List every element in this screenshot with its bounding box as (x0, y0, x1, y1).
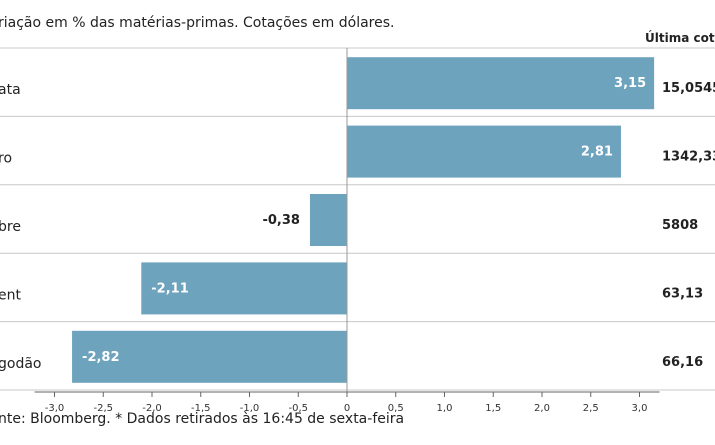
bar-3 (141, 262, 347, 315)
last-quote-1: 1342,33 (662, 150, 715, 165)
x-tick-label-0: -3,0 (45, 403, 65, 414)
value-label-3: -2,11 (151, 281, 188, 296)
x-tick-label-9: 1,5 (485, 403, 501, 414)
x-tick-label-1: -2,5 (93, 403, 113, 414)
last-quote-0: 15,0545 (662, 81, 715, 96)
value-label-2: -0,38 (262, 213, 299, 228)
x-tick-label-8: 1,0 (437, 403, 453, 414)
last-quote-4: 66,16 (662, 355, 703, 370)
bar-1 (347, 125, 621, 178)
x-tick-label-3: -1,5 (191, 403, 211, 414)
x-tick-label-12: 3,0 (632, 403, 648, 414)
x-tick-label-11: 2,5 (583, 403, 599, 414)
bar-4 (72, 330, 348, 383)
value-label-1: 2,81 (581, 145, 613, 160)
x-tick-label-10: 2,0 (534, 403, 550, 414)
source-note: nte: Bloomberg. * Dados retirados às 16:… (0, 411, 405, 427)
category-label-3: ent (0, 287, 21, 303)
last-quote-header: Última cotação (645, 31, 715, 45)
x-tick-label-7: 0,5 (388, 403, 404, 414)
value-label-0: 3,15 (614, 76, 646, 91)
category-label-4: godão (0, 356, 41, 372)
category-label-0: ata (0, 82, 21, 98)
bar-0 (347, 57, 655, 110)
x-tick-label-4: -1,0 (240, 403, 260, 414)
x-tick-label-2: -2,0 (142, 403, 162, 414)
chart-subtitle: riação em % das matérias-primas. Cotaçõe… (0, 15, 395, 31)
value-label-4: -2,82 (82, 350, 119, 365)
category-label-2: bre (0, 219, 21, 235)
last-quote-3: 63,13 (662, 286, 703, 301)
category-label-1: ro (0, 151, 12, 167)
x-tick-label-6: 0 (344, 403, 350, 414)
last-quote-2: 5808 (662, 218, 698, 233)
x-tick-label-5: -0,5 (288, 403, 308, 414)
bar-2 (309, 194, 347, 246)
